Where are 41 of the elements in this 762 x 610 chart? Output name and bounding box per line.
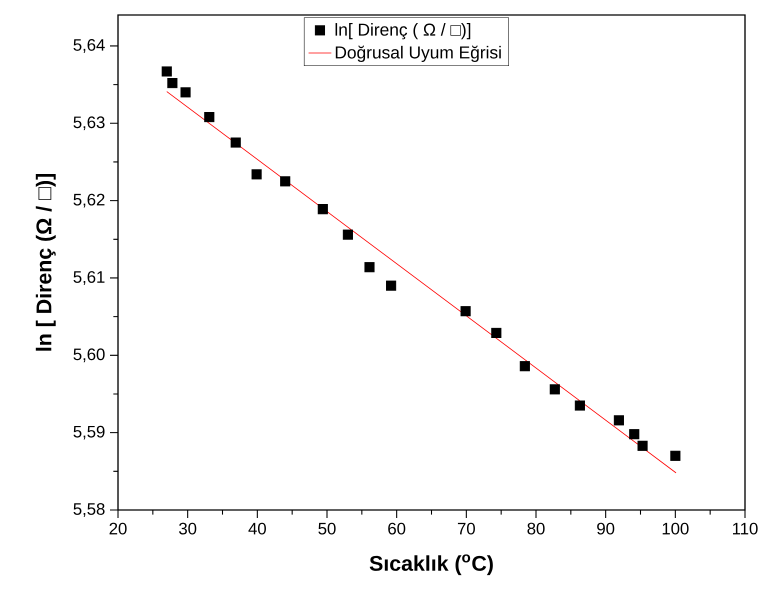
point xyxy=(342,230,353,240)
point xyxy=(180,87,191,98)
y-tick-label: 5,58 xyxy=(74,503,105,517)
y-tick-label: 5,61 xyxy=(74,271,104,285)
y-tick-label: 5,63 xyxy=(74,116,105,130)
x-tick-label: 50 xyxy=(318,522,336,535)
point xyxy=(614,415,624,426)
y-tick-label: 5,64 xyxy=(74,39,105,53)
x-tick-label: 80 xyxy=(527,522,545,535)
y-tick-label: 5,59 xyxy=(74,426,105,440)
point xyxy=(520,361,530,372)
point xyxy=(364,262,375,272)
point xyxy=(491,328,502,338)
x-tick-label: 20 xyxy=(110,522,127,535)
legend-label: ln[ Direnç ( Ω / □)] xyxy=(336,23,470,40)
x-tick-label: 30 xyxy=(179,522,196,535)
point xyxy=(252,169,262,180)
y-tick-label: 5,62 xyxy=(74,194,104,208)
legend-label: Doğrusal Uyum Eğrisi xyxy=(336,46,501,62)
x-axis-title: Sıcaklık ($^{o}$C) xyxy=(370,554,493,576)
point xyxy=(670,450,680,461)
point xyxy=(162,66,172,77)
y-tick-label: 5,60 xyxy=(74,348,105,362)
point xyxy=(230,138,241,148)
x-tick-label: 70 xyxy=(458,522,475,535)
point xyxy=(167,78,178,88)
point xyxy=(280,176,290,186)
point xyxy=(204,112,214,122)
point xyxy=(638,440,648,451)
point xyxy=(318,204,328,214)
x-tick-label: 40 xyxy=(248,522,266,535)
point xyxy=(386,280,396,291)
point xyxy=(574,400,585,411)
x-tick-label: 60 xyxy=(388,522,406,535)
y-axis-title: ln [ Direnç (Ω / □)] xyxy=(36,174,56,351)
x-tick-label: 90 xyxy=(597,522,614,535)
point xyxy=(629,429,640,440)
point xyxy=(550,384,560,394)
x-tick-label: 110 xyxy=(732,522,758,535)
x-tick-label: 100 xyxy=(662,522,689,535)
point xyxy=(460,306,471,316)
